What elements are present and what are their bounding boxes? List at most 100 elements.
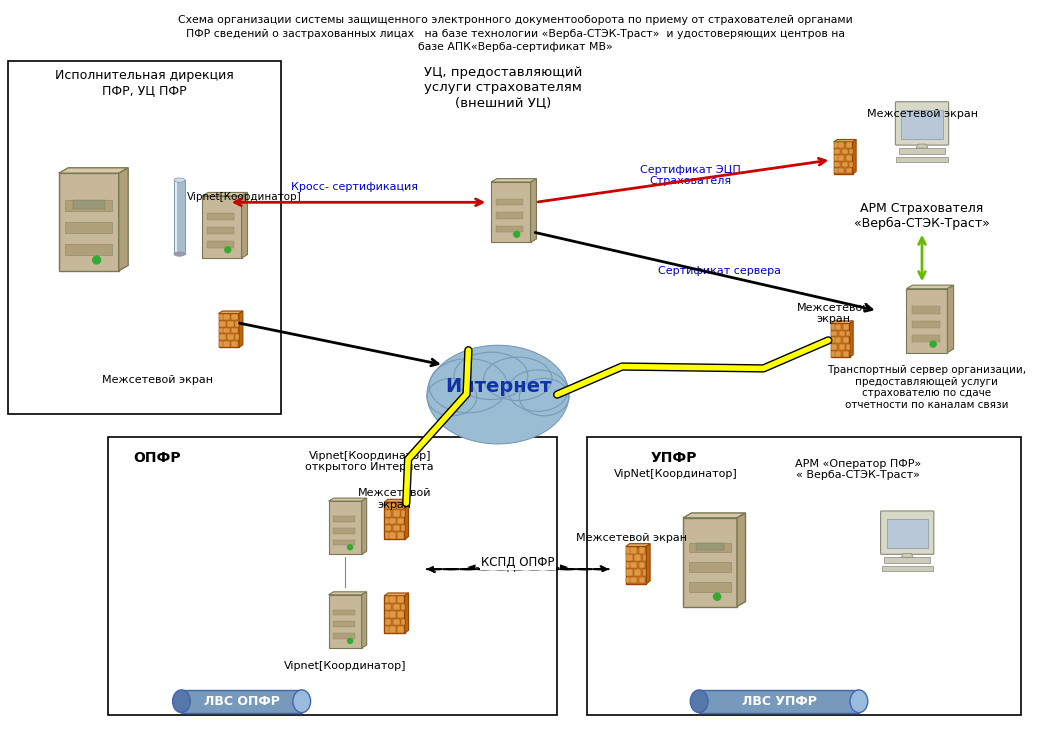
FancyBboxPatch shape — [219, 321, 226, 327]
Text: КСПД ОПФР: КСПД ОПФР — [481, 556, 555, 569]
FancyBboxPatch shape — [838, 143, 844, 148]
FancyBboxPatch shape — [384, 611, 392, 618]
FancyBboxPatch shape — [846, 344, 849, 350]
FancyBboxPatch shape — [689, 542, 731, 553]
Text: ЛВС ОПФР: ЛВС ОПФР — [204, 694, 280, 708]
Text: базе АПК«Верба-сертификат МВ»: базе АПК«Верба-сертификат МВ» — [419, 42, 614, 52]
FancyBboxPatch shape — [401, 510, 405, 517]
FancyBboxPatch shape — [223, 314, 230, 320]
FancyBboxPatch shape — [634, 569, 641, 576]
FancyBboxPatch shape — [626, 555, 633, 561]
Polygon shape — [833, 140, 856, 142]
FancyBboxPatch shape — [689, 582, 731, 592]
Polygon shape — [531, 178, 536, 243]
FancyBboxPatch shape — [834, 143, 841, 148]
Polygon shape — [118, 168, 128, 270]
Ellipse shape — [427, 379, 476, 416]
Ellipse shape — [174, 252, 185, 257]
FancyBboxPatch shape — [65, 200, 112, 211]
Text: Vipnet[Координатор]: Vipnet[Координатор] — [187, 192, 303, 202]
Ellipse shape — [508, 370, 567, 412]
Text: Vipnet[Координатор]
открытого Интернета: Vipnet[Координатор] открытого Интернета — [306, 451, 435, 472]
Text: АРМ «Оператор ПФР»
« Верба-СТЭК-Траст»: АРМ «Оператор ПФР» « Верба-СТЭК-Траст» — [795, 458, 921, 480]
FancyBboxPatch shape — [393, 525, 400, 531]
FancyBboxPatch shape — [496, 226, 524, 232]
Ellipse shape — [427, 345, 569, 444]
FancyBboxPatch shape — [639, 577, 645, 583]
Ellipse shape — [429, 359, 507, 413]
FancyBboxPatch shape — [181, 690, 302, 713]
FancyBboxPatch shape — [839, 344, 845, 350]
FancyBboxPatch shape — [643, 555, 646, 561]
FancyBboxPatch shape — [899, 148, 945, 154]
FancyBboxPatch shape — [384, 596, 405, 633]
FancyBboxPatch shape — [236, 321, 239, 327]
FancyBboxPatch shape — [384, 604, 392, 610]
FancyBboxPatch shape — [219, 314, 226, 320]
Text: ОПФР: ОПФР — [133, 451, 181, 465]
FancyBboxPatch shape — [384, 502, 405, 539]
FancyBboxPatch shape — [626, 569, 633, 576]
FancyBboxPatch shape — [491, 182, 531, 243]
Ellipse shape — [690, 690, 708, 713]
Polygon shape — [242, 192, 247, 258]
Polygon shape — [202, 192, 247, 196]
Text: АРМ Страхователя
«Верба-СТЭК-Траст»: АРМ Страхователя «Верба-СТЭК-Траст» — [854, 202, 990, 230]
Polygon shape — [361, 498, 366, 554]
FancyBboxPatch shape — [329, 595, 361, 648]
FancyBboxPatch shape — [834, 324, 841, 330]
FancyBboxPatch shape — [887, 519, 928, 548]
FancyBboxPatch shape — [333, 610, 356, 616]
FancyBboxPatch shape — [630, 562, 637, 569]
FancyBboxPatch shape — [846, 330, 849, 336]
FancyBboxPatch shape — [231, 327, 238, 333]
FancyBboxPatch shape — [397, 503, 404, 509]
FancyBboxPatch shape — [236, 334, 239, 340]
FancyBboxPatch shape — [388, 503, 396, 509]
Circle shape — [93, 256, 101, 264]
FancyBboxPatch shape — [639, 547, 645, 553]
FancyBboxPatch shape — [333, 621, 356, 627]
Text: Кросс- сертификация: Кросс- сертификация — [291, 183, 419, 192]
FancyBboxPatch shape — [393, 604, 400, 610]
FancyBboxPatch shape — [834, 168, 841, 173]
Polygon shape — [239, 311, 243, 347]
FancyBboxPatch shape — [846, 143, 851, 148]
Polygon shape — [361, 592, 366, 648]
FancyBboxPatch shape — [896, 157, 948, 162]
FancyBboxPatch shape — [231, 314, 238, 320]
FancyBboxPatch shape — [207, 213, 235, 220]
Polygon shape — [491, 178, 536, 182]
Ellipse shape — [484, 357, 552, 401]
Polygon shape — [405, 499, 408, 539]
Polygon shape — [59, 168, 128, 173]
FancyBboxPatch shape — [901, 110, 942, 139]
FancyBboxPatch shape — [202, 196, 242, 258]
FancyBboxPatch shape — [397, 532, 404, 539]
Polygon shape — [683, 513, 745, 518]
Polygon shape — [384, 593, 408, 596]
Polygon shape — [907, 285, 954, 289]
FancyBboxPatch shape — [912, 321, 940, 327]
Polygon shape — [916, 144, 928, 148]
Polygon shape — [384, 499, 408, 502]
FancyBboxPatch shape — [834, 162, 841, 167]
FancyBboxPatch shape — [401, 604, 405, 610]
Polygon shape — [219, 311, 243, 314]
FancyBboxPatch shape — [834, 155, 841, 161]
Ellipse shape — [454, 352, 528, 400]
FancyBboxPatch shape — [393, 510, 400, 517]
Text: Интернет: Интернет — [445, 377, 551, 396]
FancyBboxPatch shape — [834, 149, 841, 154]
FancyBboxPatch shape — [219, 334, 226, 340]
Polygon shape — [646, 544, 650, 584]
Circle shape — [514, 231, 519, 238]
FancyBboxPatch shape — [388, 532, 396, 539]
FancyBboxPatch shape — [231, 341, 238, 347]
Text: ПФР сведений о застрахованных лицах   на базе технологии «Верба-СТЭК-Траст»  и у: ПФР сведений о застрахованных лицах на б… — [186, 29, 845, 39]
Polygon shape — [329, 498, 366, 501]
FancyBboxPatch shape — [388, 611, 396, 618]
FancyBboxPatch shape — [384, 596, 392, 603]
FancyBboxPatch shape — [388, 626, 396, 632]
FancyBboxPatch shape — [849, 149, 852, 154]
